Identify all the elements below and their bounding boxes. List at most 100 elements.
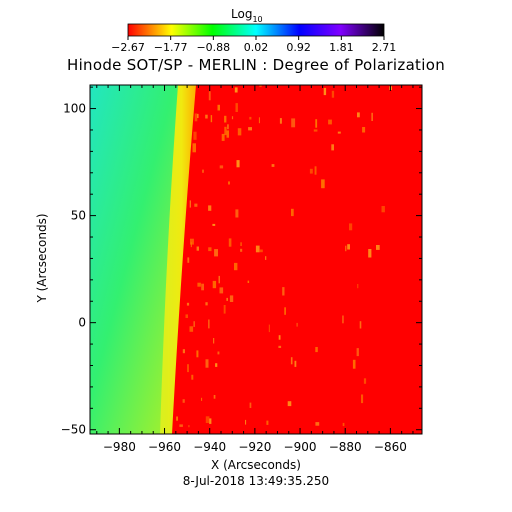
disk-speckle [237,128,242,136]
disk-speckle [363,378,367,384]
disk-speckle [187,364,189,373]
disk-speckle [196,350,199,358]
disk-speckle [182,399,185,403]
x-tick-label: −920 [238,440,271,454]
limb-edge-band [160,85,196,434]
disk-speckle [362,127,366,133]
disk-speckle [291,208,294,217]
disk-speckle [342,315,344,324]
disk-speckle [271,164,275,167]
disk-speckle [331,90,335,98]
disk-speckle [224,115,227,123]
disk-speckle [179,424,183,427]
disk-structure-speckles [176,85,392,428]
disk-speckle [245,419,247,425]
colorbar-tick-label: −2.67 [111,41,145,54]
disk-speckle [188,425,190,428]
plot-area [90,85,422,434]
disk-speckle [189,200,191,208]
disk-speckle [223,305,226,314]
disk-speckle [194,203,198,207]
y-tick-label: 50 [71,209,86,223]
disk-speckle [314,166,317,175]
colorbar-tick-label: 1.81 [329,41,354,54]
disk-speckle [248,127,252,131]
disk-speckle [315,422,320,426]
disk-speckle [356,348,359,357]
disk-speckle [190,238,194,245]
y-axis-label: Y (Arcseconds) [35,213,49,303]
disk-speckle [186,302,190,306]
disk-speckle [361,394,364,404]
disk-speckle [315,347,318,353]
disk-speckle [231,116,234,120]
disk-speckle [210,115,213,123]
disk-speckle [321,179,325,189]
disk-speckle [294,360,297,367]
disk-speckle [240,242,242,246]
disk-speckle [215,363,218,367]
disk-speckle [221,133,225,141]
x-tick-label: −860 [374,440,407,454]
disk-speckle [208,319,210,329]
colorbar-tick-label: 2.71 [372,41,397,54]
disk-speckle [234,87,238,93]
colorbar-tick-label: 0.02 [244,41,269,54]
disk-speckle [331,144,334,151]
disk-speckle [218,275,220,284]
disk-speckle [342,422,345,427]
disk-speckle [197,282,201,287]
disk-speckle [191,374,194,380]
disk-speckle [282,287,285,296]
disk-speckle [352,359,356,369]
x-axis-ticks: −980 −960 −940 −920 −900 −880 −860 [96,85,414,454]
colorbar-tick-label: −1.77 [154,41,188,54]
disk-speckle [202,169,204,173]
disk-speckle [268,324,270,333]
disk-speckle [182,349,185,354]
disk-speckle [214,249,218,257]
disk-speckle [189,326,194,332]
colorbar-tick-label: −0.88 [196,41,230,54]
disk-speckle [201,283,204,291]
colorbar: Log10 −2.67 −1.77 −0.88 0.02 0.92 1.81 2.71 [111,7,396,54]
disk-speckle [213,338,215,344]
colorbar-title: Log10 [231,7,263,24]
disk-speckle [381,206,385,213]
disk-speckle [194,113,198,122]
disk-speckle [217,104,220,111]
disk-speckle [236,160,240,168]
disk-speckle [347,244,350,250]
disk-speckle [201,397,203,401]
disk-speckle [197,113,199,118]
timestamp: 8-Jul-2018 13:49:35.250 [183,474,329,488]
disk-speckle [176,416,178,421]
disk-speckle [224,126,227,136]
disk-speckle [235,209,239,218]
disk-speckle [259,85,262,87]
disk-speckle [205,302,208,306]
disk-speckle [226,130,229,138]
disk-speckle [205,114,208,119]
disk-speckle [193,131,197,140]
disk-speckle [219,287,224,294]
x-tick-label: −880 [329,440,362,454]
disk-speckle [309,168,313,174]
disk-speckle [219,165,224,169]
disk-speckle [313,129,318,132]
disk-speckle [226,297,228,301]
chart-title: Hinode SOT/SP - MERLIN : Degree of Polar… [67,56,445,74]
disk-speckle [255,245,260,253]
disk-speckle [205,416,210,423]
disk-speckle [376,245,380,250]
y-tick-label: 0 [78,316,86,330]
colorbar-ticks: −2.67 −1.77 −0.88 0.02 0.92 1.81 2.71 [111,36,396,54]
x-tick-label: −900 [284,440,317,454]
y-axis-ticks: −50 0 50 100 [61,86,422,437]
disk-speckle [345,245,347,252]
x-tick-label: −980 [103,440,136,454]
disk-speckle [212,280,217,289]
disk-speckle [196,246,199,251]
plot-frame [89,84,423,435]
disk-speckle [240,248,243,252]
